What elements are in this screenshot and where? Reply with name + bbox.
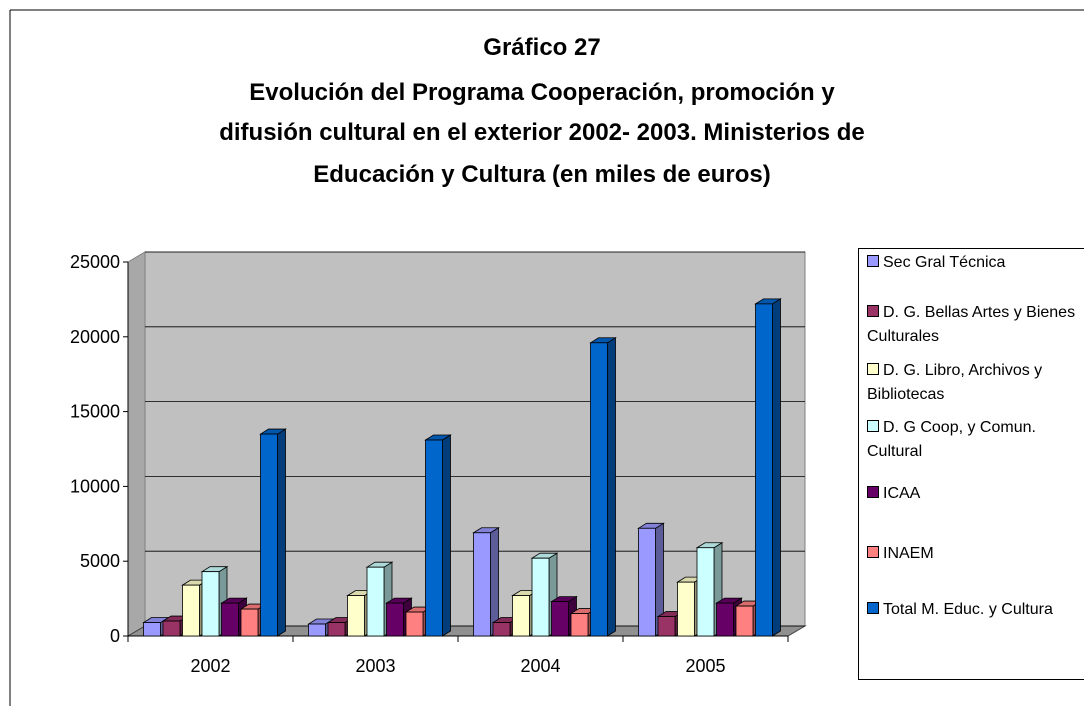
bar [240,608,259,637]
bar [677,581,695,637]
bar [551,601,569,637]
bar [590,342,608,637]
bar [143,622,161,637]
legend-entry: Total M. Educ. y Cultura [867,598,1081,622]
legend-label: D. G. Libro, Archivos y Bibliotecas [867,362,1043,403]
bar [735,605,754,637]
bar [308,623,326,637]
bar-side [442,434,451,637]
legend-swatch [867,602,879,614]
legend-label: Sec Gral Técnica [883,254,1006,271]
chart-title: Evolución del Programa Cooperación, prom… [249,79,835,106]
x-tick-label: 2004 [520,656,560,676]
y-tick-label: 10000 [70,476,120,496]
bar [570,613,589,637]
side-wall [127,251,146,637]
legend-swatch [867,486,879,498]
bar [386,602,404,637]
legend-entry: D. G. Bellas Artes y Bienes Culturales [867,301,1081,349]
bar-side [607,337,616,637]
bar [473,532,491,637]
bar [696,547,715,637]
legend-label: D. G. Bellas Artes y Bienes Culturales [867,304,1076,345]
bar [201,571,220,637]
bar [347,595,365,637]
bar [425,439,443,637]
legend-label: ICAA [883,485,921,502]
bar [327,622,346,637]
bar-side [772,298,781,637]
bar-side [277,428,286,637]
bar [512,595,530,637]
legend-swatch [867,305,879,317]
bar [260,433,278,637]
y-tick-label: 5000 [80,551,120,571]
bar [638,527,656,637]
y-tick-label: 25000 [70,252,120,272]
y-tick-label: 0 [110,626,120,646]
legend-swatch [867,420,879,432]
legend: Sec Gral Técnica D. G. Bellas Artes y Bie… [858,248,1084,680]
chart-title: difusión cultural en el exterior 2002- 2… [219,119,865,146]
legend-swatch [867,255,879,267]
bar [531,557,550,637]
y-tick-label: 20000 [70,327,120,347]
legend-swatch [867,546,879,558]
bar [366,566,385,637]
legend-entry: INAEM [867,542,1081,566]
legend-entry: Sec Gral Técnica [867,251,1081,275]
bar [755,303,773,637]
x-tick-label: 2005 [685,656,725,676]
bar [492,622,511,637]
x-tick-label: 2002 [190,656,230,676]
legend-swatch [867,363,879,375]
bar [405,611,424,637]
bar [657,616,676,637]
bar [221,602,239,637]
chart-title: Gráfico 27 [483,34,600,61]
x-tick-label: 2003 [355,656,395,676]
legend-label: INAEM [883,545,934,562]
chart-title: Educación y Cultura (en miles de euros) [313,161,770,188]
bar [182,584,200,637]
bar [716,602,734,637]
legend-entry: ICAA [867,482,1081,506]
legend-label: D. G Coop, y Comun. Cultural [867,419,1036,460]
legend-entry: D. G. Libro, Archivos y Bibliotecas [867,359,1081,407]
legend-label: Total M. Educ. y Cultura [883,601,1053,618]
legend-entry: D. G Coop, y Comun. Cultural [867,416,1081,464]
bar [162,620,181,637]
y-tick-label: 15000 [70,402,120,422]
